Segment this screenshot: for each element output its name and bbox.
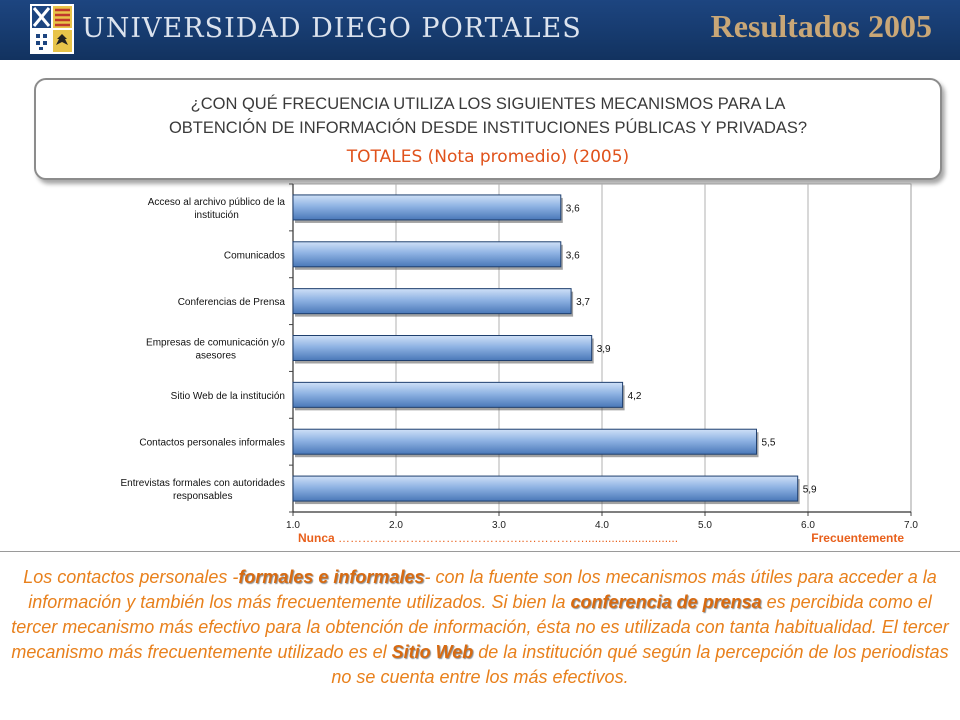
highlight-formales-informales: formales e informales xyxy=(238,567,425,587)
x-tick-label: 4,0 xyxy=(595,520,609,528)
highlight-sitio-web: Sitio Web xyxy=(391,642,474,662)
data-label: 5,5 xyxy=(762,438,776,449)
bar xyxy=(292,288,572,315)
x-tick-label: 5,0 xyxy=(698,520,712,528)
category-label: institución xyxy=(194,210,238,221)
data-label: 3,9 xyxy=(597,344,611,355)
category-label: Contactos personales informales xyxy=(139,438,285,449)
university-crest-icon xyxy=(30,4,74,54)
category-label: asesores xyxy=(195,351,236,362)
question-text: ¿CON QUÉ FRECUENCIA UTILIZA LOS SIGUIENT… xyxy=(36,92,940,140)
bar xyxy=(292,241,562,268)
category-label: Acceso al archivo público de la xyxy=(148,197,286,208)
x-tick-label: 6,0 xyxy=(801,520,815,528)
data-label: 5,9 xyxy=(803,485,817,496)
paragraph-text-3: es percibida como el tercer mecanismo má… xyxy=(11,592,949,662)
bar xyxy=(292,475,799,502)
summary-paragraph: Los contactos personales -formales e inf… xyxy=(10,565,950,690)
category-label: Empresas de comunicación y/o xyxy=(146,338,285,349)
page-title: Resultados 2005 xyxy=(710,8,932,44)
bar xyxy=(292,428,757,455)
paragraph-text-4: de la institución qué según la percepció… xyxy=(331,642,949,687)
scale-right-label: Frecuentemente xyxy=(811,531,904,545)
scale-left-label: Nunca xyxy=(298,531,335,545)
bar xyxy=(292,381,624,408)
data-label: 3,6 xyxy=(566,250,580,261)
category-label: Conferencias de Prensa xyxy=(178,297,286,308)
category-label: Entrevistas formales con autoridades xyxy=(120,478,285,489)
category-label: Comunicados xyxy=(224,250,285,261)
data-label: 3,6 xyxy=(566,203,580,214)
bar xyxy=(292,194,562,221)
paragraph-text-2: - con la fuente son los mecanismos más ú… xyxy=(28,567,937,612)
highlight-conferencia-prensa: conferencia de prensa xyxy=(570,592,762,612)
x-tick-label: 2,0 xyxy=(389,520,403,528)
paragraph-text-1: Los contactos personales - xyxy=(23,567,239,587)
scale-dots: ………………………………………..……………..................… xyxy=(338,531,679,545)
bar xyxy=(292,335,593,361)
header-bar: UNIVERSIDAD DIEGO PORTALES Resultados 20… xyxy=(0,0,960,60)
x-tick-label: 7,0 xyxy=(904,520,918,528)
question-line-2: OBTENCIÓN DE INFORMACIÓN DESDE INSTITUCI… xyxy=(168,119,808,137)
divider-line xyxy=(0,551,960,552)
chart-subtitle: TOTALES (Nota promedio) (2005) xyxy=(346,147,630,167)
category-label: responsables xyxy=(173,491,232,502)
bar-chart: 1,0 2,0 3,0 4,0 5,0 6,0 7,0 3,6 Acceso al archiv… xyxy=(120,183,918,528)
x-tick-label: 3,0 xyxy=(492,520,506,528)
x-tick-label: 1,0 xyxy=(286,520,300,528)
data-label: 3,7 xyxy=(576,297,590,308)
question-box: ¿CON QUÉ FRECUENCIA UTILIZA LOS SIGUIENT… xyxy=(34,78,942,180)
university-name: UNIVERSIDAD DIEGO PORTALES xyxy=(82,13,582,44)
category-label: Sitio Web de la institución xyxy=(171,391,285,402)
data-label: 4,2 xyxy=(628,391,642,402)
question-line-1: ¿CON QUÉ FRECUENCIA UTILIZA LOS SIGUIENT… xyxy=(190,95,786,113)
frequency-scale: Nunca ………………………………………..……………............… xyxy=(298,531,904,545)
